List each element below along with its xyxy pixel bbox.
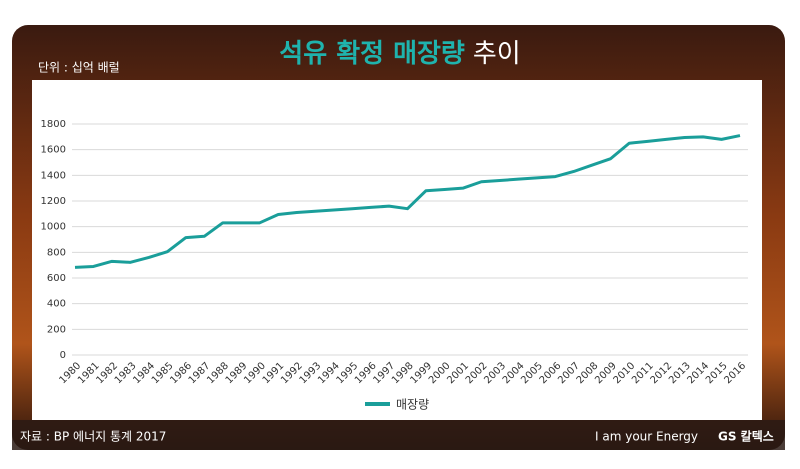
chart-title: 석유 확정 매장량 추이 bbox=[279, 39, 520, 69]
brand-slogan: I am your Energy bbox=[595, 430, 698, 444]
y-tick-label: 1800 bbox=[41, 119, 66, 130]
y-tick-label: 0 bbox=[60, 350, 66, 361]
y-tick-label: 1000 bbox=[41, 222, 66, 233]
y-tick-label: 400 bbox=[47, 299, 66, 310]
source: 자료 : BP 에너지 통계 2017 bbox=[20, 430, 166, 444]
unit-label: 단위 : 십억 배럴 bbox=[38, 61, 120, 75]
title-rest: 추이 bbox=[473, 39, 521, 69]
y-tick-label: 1200 bbox=[41, 196, 66, 207]
title-highlight: 석유 확정 매장량 bbox=[279, 39, 465, 69]
data-line bbox=[74, 134, 741, 269]
plot-panel bbox=[32, 80, 762, 420]
legend-label: 매장량 bbox=[396, 398, 429, 412]
footer-bar bbox=[12, 420, 785, 450]
y-tick-label: 600 bbox=[47, 273, 66, 284]
y-tick-label: 1400 bbox=[41, 170, 66, 181]
brand-name: GS 칼텍스 bbox=[718, 429, 774, 444]
y-tick-label: 200 bbox=[47, 324, 66, 335]
y-tick-label: 800 bbox=[47, 247, 66, 258]
y-tick-label: 1600 bbox=[41, 145, 66, 156]
